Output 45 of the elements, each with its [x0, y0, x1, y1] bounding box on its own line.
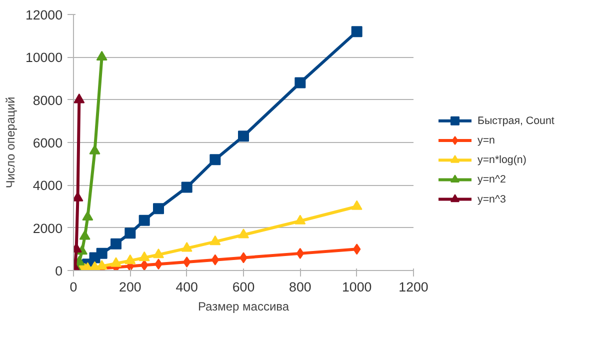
- x-tick-label: 0: [70, 280, 78, 294]
- point: [210, 154, 221, 166]
- point: [110, 238, 122, 250]
- y-axis-title: Число операций: [3, 96, 18, 188]
- legend-label: y=n^2: [478, 174, 506, 186]
- point: [210, 235, 221, 246]
- x-tick-label: 200: [119, 280, 142, 294]
- point: [89, 144, 100, 154]
- y-tick-label: 4000: [32, 178, 63, 194]
- point: [294, 214, 306, 224]
- point: [96, 248, 108, 259]
- legend-label: y=n: [478, 134, 496, 146]
- point: [294, 77, 306, 88]
- point: [140, 260, 148, 270]
- point: [181, 242, 192, 252]
- y-tick-label: 8000: [32, 92, 63, 108]
- point: [153, 203, 164, 214]
- point: [351, 200, 362, 210]
- point: [238, 130, 249, 142]
- point: [138, 251, 150, 262]
- point: [351, 26, 362, 38]
- y-tick-label: 12000: [25, 8, 62, 22]
- x-tick-label: 1000: [342, 280, 372, 294]
- x-tick-label: 400: [176, 280, 198, 294]
- x-tick-label: 1200: [398, 280, 428, 294]
- y-tick-label: 2000: [32, 220, 63, 236]
- y-tick-label: 0: [55, 264, 63, 278]
- point: [138, 214, 150, 226]
- y-tick-label: 10000: [25, 50, 62, 66]
- y-tick-label: 6000: [32, 136, 63, 150]
- legend-label: y=n*log(n): [478, 154, 526, 166]
- legend-label: Быстрая, Count: [478, 114, 554, 127]
- point: [181, 182, 192, 193]
- point: [124, 228, 136, 239]
- point: [153, 248, 164, 258]
- point: [238, 228, 249, 238]
- legend-label: y=n^3: [478, 193, 506, 206]
- x-axis-title: Размер массива: [198, 300, 290, 314]
- x-tick-label: 800: [289, 280, 312, 294]
- point: [110, 257, 122, 267]
- x-tick-label: 600: [232, 280, 255, 294]
- point: [82, 210, 94, 221]
- point: [124, 254, 136, 264]
- point: [96, 50, 108, 61]
- point: [79, 230, 90, 240]
